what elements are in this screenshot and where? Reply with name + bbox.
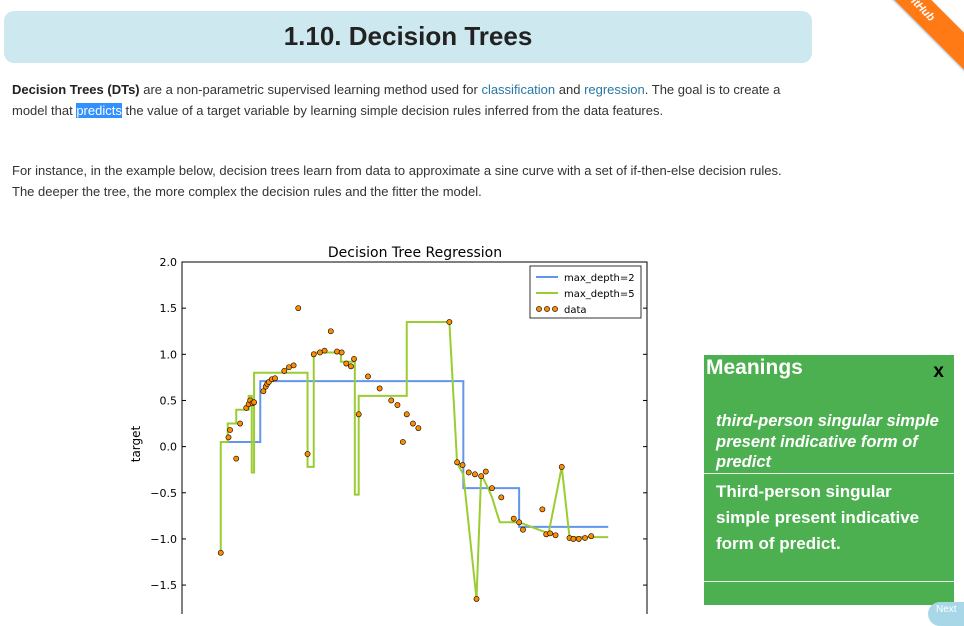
y-tick-label: 1.0 [160,348,178,361]
data-point [520,526,526,533]
y-axis-label: target [129,425,143,462]
legend-swatch [544,306,550,312]
data-point [310,351,317,358]
legend-swatch [536,306,542,312]
legend-swatch [552,306,558,312]
data-point [454,459,461,466]
data-point [217,549,224,556]
legend-label: max_depth=2 [564,273,635,284]
data-point [489,485,495,492]
y-tick-label: −1.5 [150,579,177,592]
data-point [558,464,565,470]
data-point [251,399,257,406]
data-point [376,385,383,392]
selected-word[interactable]: predicts [76,102,122,118]
data-point [547,530,554,537]
data-point [343,360,350,367]
popup-header: Meanings [706,356,803,379]
data-point [510,515,517,522]
data-point [295,305,302,312]
chart-title: Decision Tree Regression [328,245,502,261]
data-point [472,471,478,478]
data-point [281,368,288,374]
data-point [394,402,401,408]
p1-text-a: are a non-parametric supervised learning… [139,82,482,97]
page-title-bar: 1.10. Decision Trees [4,11,812,63]
data-point [355,411,362,418]
data-point [446,319,453,325]
data-point [570,536,577,542]
data-point [351,356,357,362]
intro-paragraph-2: For instance, in the example below, deci… [12,163,782,199]
data-point [227,427,233,433]
p1-text-b: and [555,82,585,97]
data-point [465,469,472,476]
data-point [321,347,328,354]
chart-svg: Decision Tree Regression target 2.0 1.5 1.… [129,245,648,623]
data-point [338,349,345,356]
data-point [272,375,278,382]
divider [704,473,954,474]
p1-text-d: the value of a target variable by learni… [121,102,664,118]
data-point [327,328,334,335]
legend-label: data [564,305,587,316]
data-point [552,532,559,539]
divider [704,581,954,582]
page-title: 1.10. Decision Trees [283,21,533,51]
y-tick-label: 1.5 [160,302,178,315]
p1-text-c: . The goal is to create a model that [12,82,781,118]
data-point [478,473,485,480]
close-icon[interactable]: x [933,361,944,382]
data-point [459,462,466,468]
data-point [225,434,232,441]
data-point [260,388,267,395]
data-point [473,596,480,602]
data-point [582,535,588,541]
data-point [498,494,505,501]
data-point [365,373,371,380]
github-ribbon[interactable]: itHub [882,0,964,73]
data-point [233,455,240,462]
data-point [539,506,546,513]
data-point [237,420,244,427]
regression-link[interactable]: regression [584,82,645,97]
meanings-popup: Meanings x third-person singular simple … [704,355,954,605]
next-button[interactable]: Next [928,602,964,626]
dt-term: Decision Trees (DTs) [12,82,140,97]
data-point [588,533,595,540]
data-point [575,536,582,542]
data-point [304,451,311,457]
decision-tree-chart: Decision Tree Regression target 2.0 1.5 1.… [120,240,660,623]
data-point [410,420,416,427]
intro-paragraph-1: Decision Trees (DTs) are a non-parametri… [12,80,802,121]
data-point [388,397,395,404]
data-point [348,363,354,370]
data-point [403,411,410,418]
data-point [290,362,297,369]
meaning-long: Third-person singular simple present ind… [716,482,920,553]
meaning-short: third-person singular simple present ind… [716,412,939,471]
data-point [415,425,422,432]
y-tick-label: 0.5 [160,394,178,407]
classification-link[interactable]: classification [481,82,556,97]
data-point [334,348,340,355]
data-point [516,519,523,526]
data-point [482,468,489,475]
data-point [399,439,406,445]
y-tick-label: −1.0 [150,533,177,546]
y-tick-label: 0.0 [160,441,178,454]
y-tick-label: −0.5 [150,487,177,500]
y-tick-label: 2.0 [160,256,178,269]
ribbon-label: itHub [908,0,937,24]
legend-label: max_depth=5 [564,289,635,300]
